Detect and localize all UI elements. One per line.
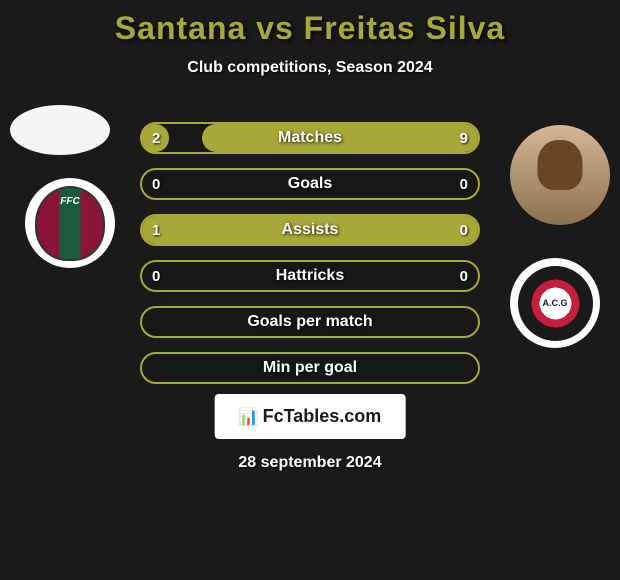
stat-value-right: 0 bbox=[460, 176, 468, 193]
stat-row-goals-per-match: Goals per match bbox=[140, 306, 480, 338]
stat-row-assists: 1 Assists 0 bbox=[140, 214, 480, 246]
comparison-card: Santana vs Freitas Silva Club competitio… bbox=[0, 0, 620, 580]
stat-row-min-per-goal: Min per goal bbox=[140, 352, 480, 384]
stat-value-left: 0 bbox=[152, 268, 160, 285]
stat-label: Goals bbox=[288, 175, 332, 193]
stat-value-right: 9 bbox=[460, 130, 468, 147]
chart-icon: 📊 bbox=[239, 407, 259, 427]
footer-logo[interactable]: 📊 FcTables.com bbox=[215, 394, 406, 439]
stat-value-left: 2 bbox=[152, 130, 160, 147]
stat-value-left: 1 bbox=[152, 222, 160, 239]
subtitle: Club competitions, Season 2024 bbox=[0, 59, 620, 77]
page-title: Santana vs Freitas Silva bbox=[0, 10, 620, 47]
stat-value-left: 0 bbox=[152, 176, 160, 193]
team-badge-left bbox=[25, 178, 115, 268]
fluminense-badge-icon bbox=[35, 186, 105, 261]
stat-row-matches: 2 Matches 9 bbox=[140, 122, 480, 154]
stats-container: 2 Matches 9 0 Goals 0 1 Assists 0 0 Hatt… bbox=[140, 122, 480, 398]
player-avatar-right bbox=[510, 125, 610, 225]
stat-label: Min per goal bbox=[263, 359, 357, 377]
team-badge-right bbox=[510, 258, 600, 348]
stat-label: Goals per match bbox=[247, 313, 372, 331]
stat-row-goals: 0 Goals 0 bbox=[140, 168, 480, 200]
player-avatar-left bbox=[10, 105, 110, 155]
stat-value-right: 0 bbox=[460, 268, 468, 285]
stat-label: Assists bbox=[282, 221, 339, 239]
stat-label: Matches bbox=[278, 129, 342, 147]
date-text: 28 september 2024 bbox=[238, 454, 381, 472]
acg-badge-icon bbox=[518, 266, 593, 341]
stat-value-right: 0 bbox=[460, 222, 468, 239]
stat-row-hattricks: 0 Hattricks 0 bbox=[140, 260, 480, 292]
stat-label: Hattricks bbox=[276, 267, 344, 285]
footer-logo-text: FcTables.com bbox=[263, 406, 382, 427]
